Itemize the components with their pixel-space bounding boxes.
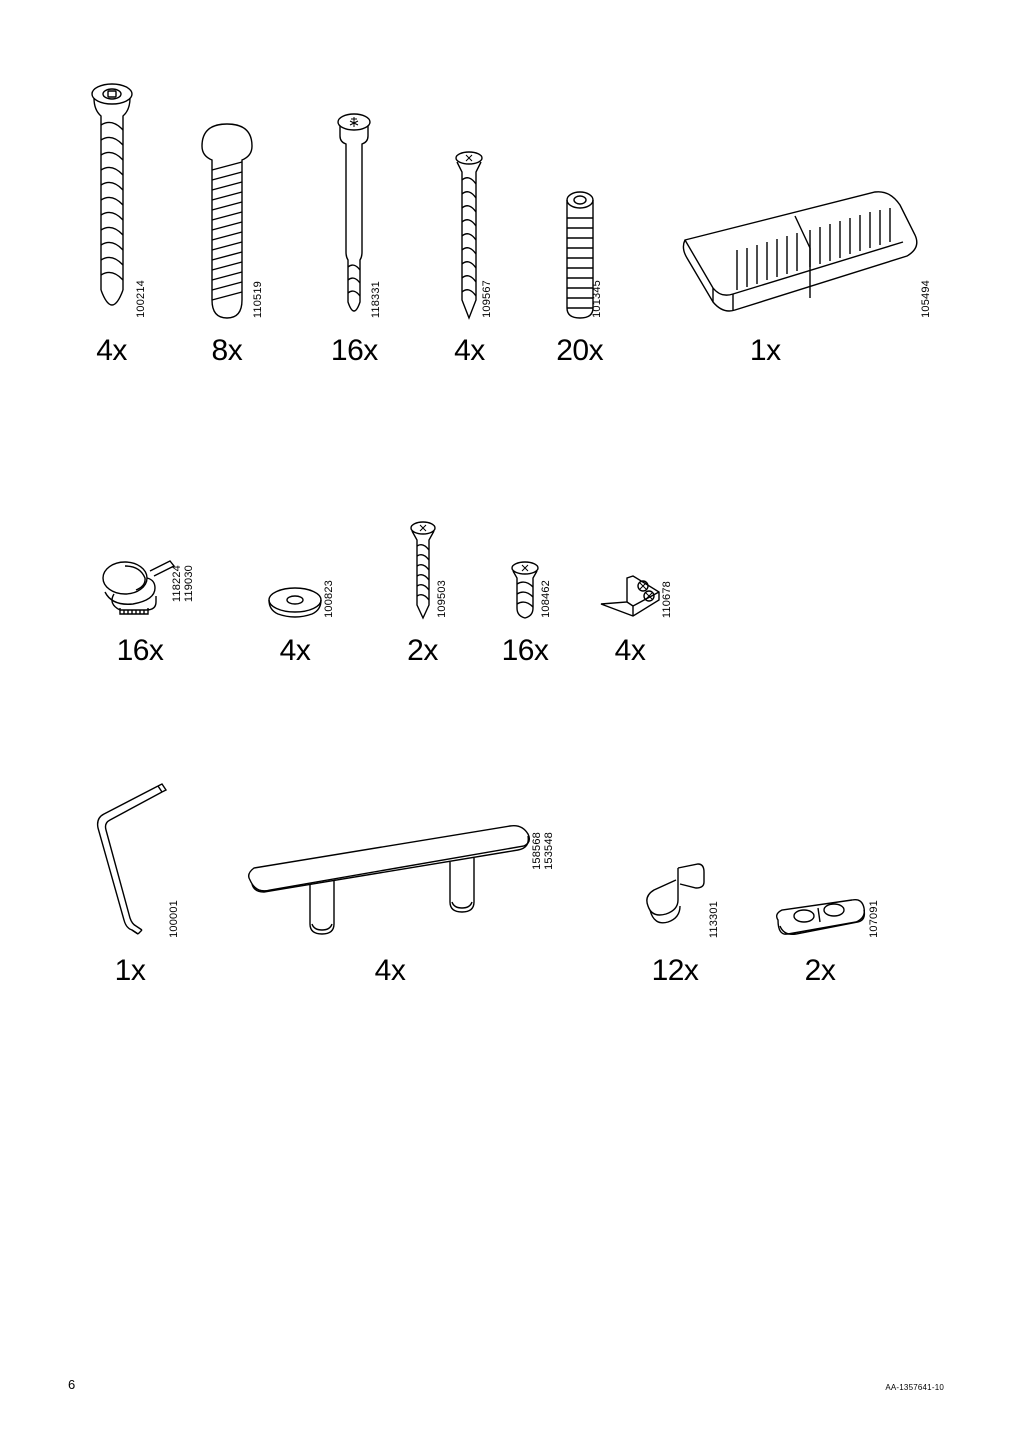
- part-number-label: 107091: [868, 900, 880, 938]
- part-number-label: 119030: [183, 565, 195, 602]
- allen-key-icon: [90, 780, 170, 940]
- parts-row-1: 100214 4x 110519 8x: [70, 80, 942, 368]
- part-cam-lock: 119030 118224 16x: [70, 510, 210, 668]
- quantity-label: 2x: [805, 954, 836, 988]
- part-hinge-plate: 107091 2x: [755, 770, 885, 988]
- hinge-plate-icon: [770, 896, 870, 940]
- part-corner-bracket: 110678 4x: [580, 510, 680, 668]
- shelf-pin-icon: [642, 860, 708, 940]
- quantity-label: 4x: [615, 634, 646, 668]
- part-number-label: 109567: [481, 280, 493, 318]
- assembly-hardware-page: 100214 4x 110519 8x: [0, 0, 1012, 1432]
- quantity-label: 4x: [375, 954, 406, 988]
- page-number: 6: [68, 1377, 75, 1392]
- quantity-label: 2x: [407, 634, 438, 668]
- part-confirmat-screw: 118331 16x: [296, 80, 413, 368]
- quantity-label: 4x: [280, 634, 311, 668]
- document-id: AA-1357641-10: [885, 1383, 944, 1392]
- part-number-label: 105494: [920, 280, 932, 318]
- quantity-label: 16x: [117, 634, 164, 668]
- quantity-label: 8x: [212, 334, 243, 368]
- quantity-label: 16x: [502, 634, 549, 668]
- part-number-label: 108462: [540, 580, 552, 618]
- part-large-wood-screw: 100214 4x: [70, 80, 153, 368]
- euro-screw-icon: [509, 560, 541, 620]
- small-screw-icon: [408, 520, 438, 620]
- parts-row-3: 100001 1x 153548 158568: [70, 770, 942, 988]
- part-number-label: 109503: [436, 580, 448, 618]
- large-wood-screw-icon: [88, 80, 136, 320]
- washer-icon: [266, 586, 324, 620]
- part-number-label: 100214: [135, 280, 147, 318]
- parts-row-2: 119030 118224 16x 100823 4x: [70, 510, 942, 668]
- part-number-label: 153548: [543, 832, 555, 870]
- part-wooden-dowel: 101345 20x: [526, 80, 634, 368]
- part-number-label: 100001: [168, 900, 180, 938]
- quantity-label: 1x: [115, 954, 146, 988]
- part-shelf-pin: 113301 12x: [610, 770, 740, 988]
- part-euro-screw: 108462 16x: [475, 510, 575, 668]
- part-small-screw: 109503 2x: [375, 510, 470, 668]
- confirmat-screw-icon: [334, 112, 374, 320]
- corner-bracket-icon: [597, 564, 663, 620]
- part-washer: 100823 4x: [235, 510, 355, 668]
- machine-bolt-icon: [198, 120, 256, 320]
- part-number-label: 110678: [661, 581, 673, 618]
- part-number-label: 118224: [171, 565, 183, 602]
- quantity-label: 4x: [96, 334, 127, 368]
- wedge-block-icon: [675, 180, 925, 320]
- part-number-label: 100823: [323, 580, 335, 618]
- handle-bar-icon: [240, 820, 540, 940]
- quantity-label: 1x: [750, 334, 781, 368]
- quantity-label: 4x: [454, 334, 485, 368]
- part-allen-key: 100001 1x: [70, 770, 190, 988]
- part-number-label: 101345: [591, 280, 603, 318]
- quantity-label: 12x: [652, 954, 699, 988]
- part-number-label: 113301: [708, 901, 720, 938]
- part-number-label: 110519: [252, 281, 264, 318]
- part-wood-screw: 109567 4x: [423, 80, 516, 368]
- part-number-label: 118331: [370, 281, 382, 318]
- quantity-label: 16x: [331, 334, 378, 368]
- part-machine-bolt: 110519 8x: [173, 80, 281, 368]
- part-number-label: 158568: [531, 832, 543, 870]
- part-handle-bar: 153548 158568 4x: [220, 770, 560, 988]
- cam-lock-icon: [100, 556, 180, 620]
- part-wedge-block: 105494 1x: [658, 80, 942, 368]
- quantity-label: 20x: [556, 334, 603, 368]
